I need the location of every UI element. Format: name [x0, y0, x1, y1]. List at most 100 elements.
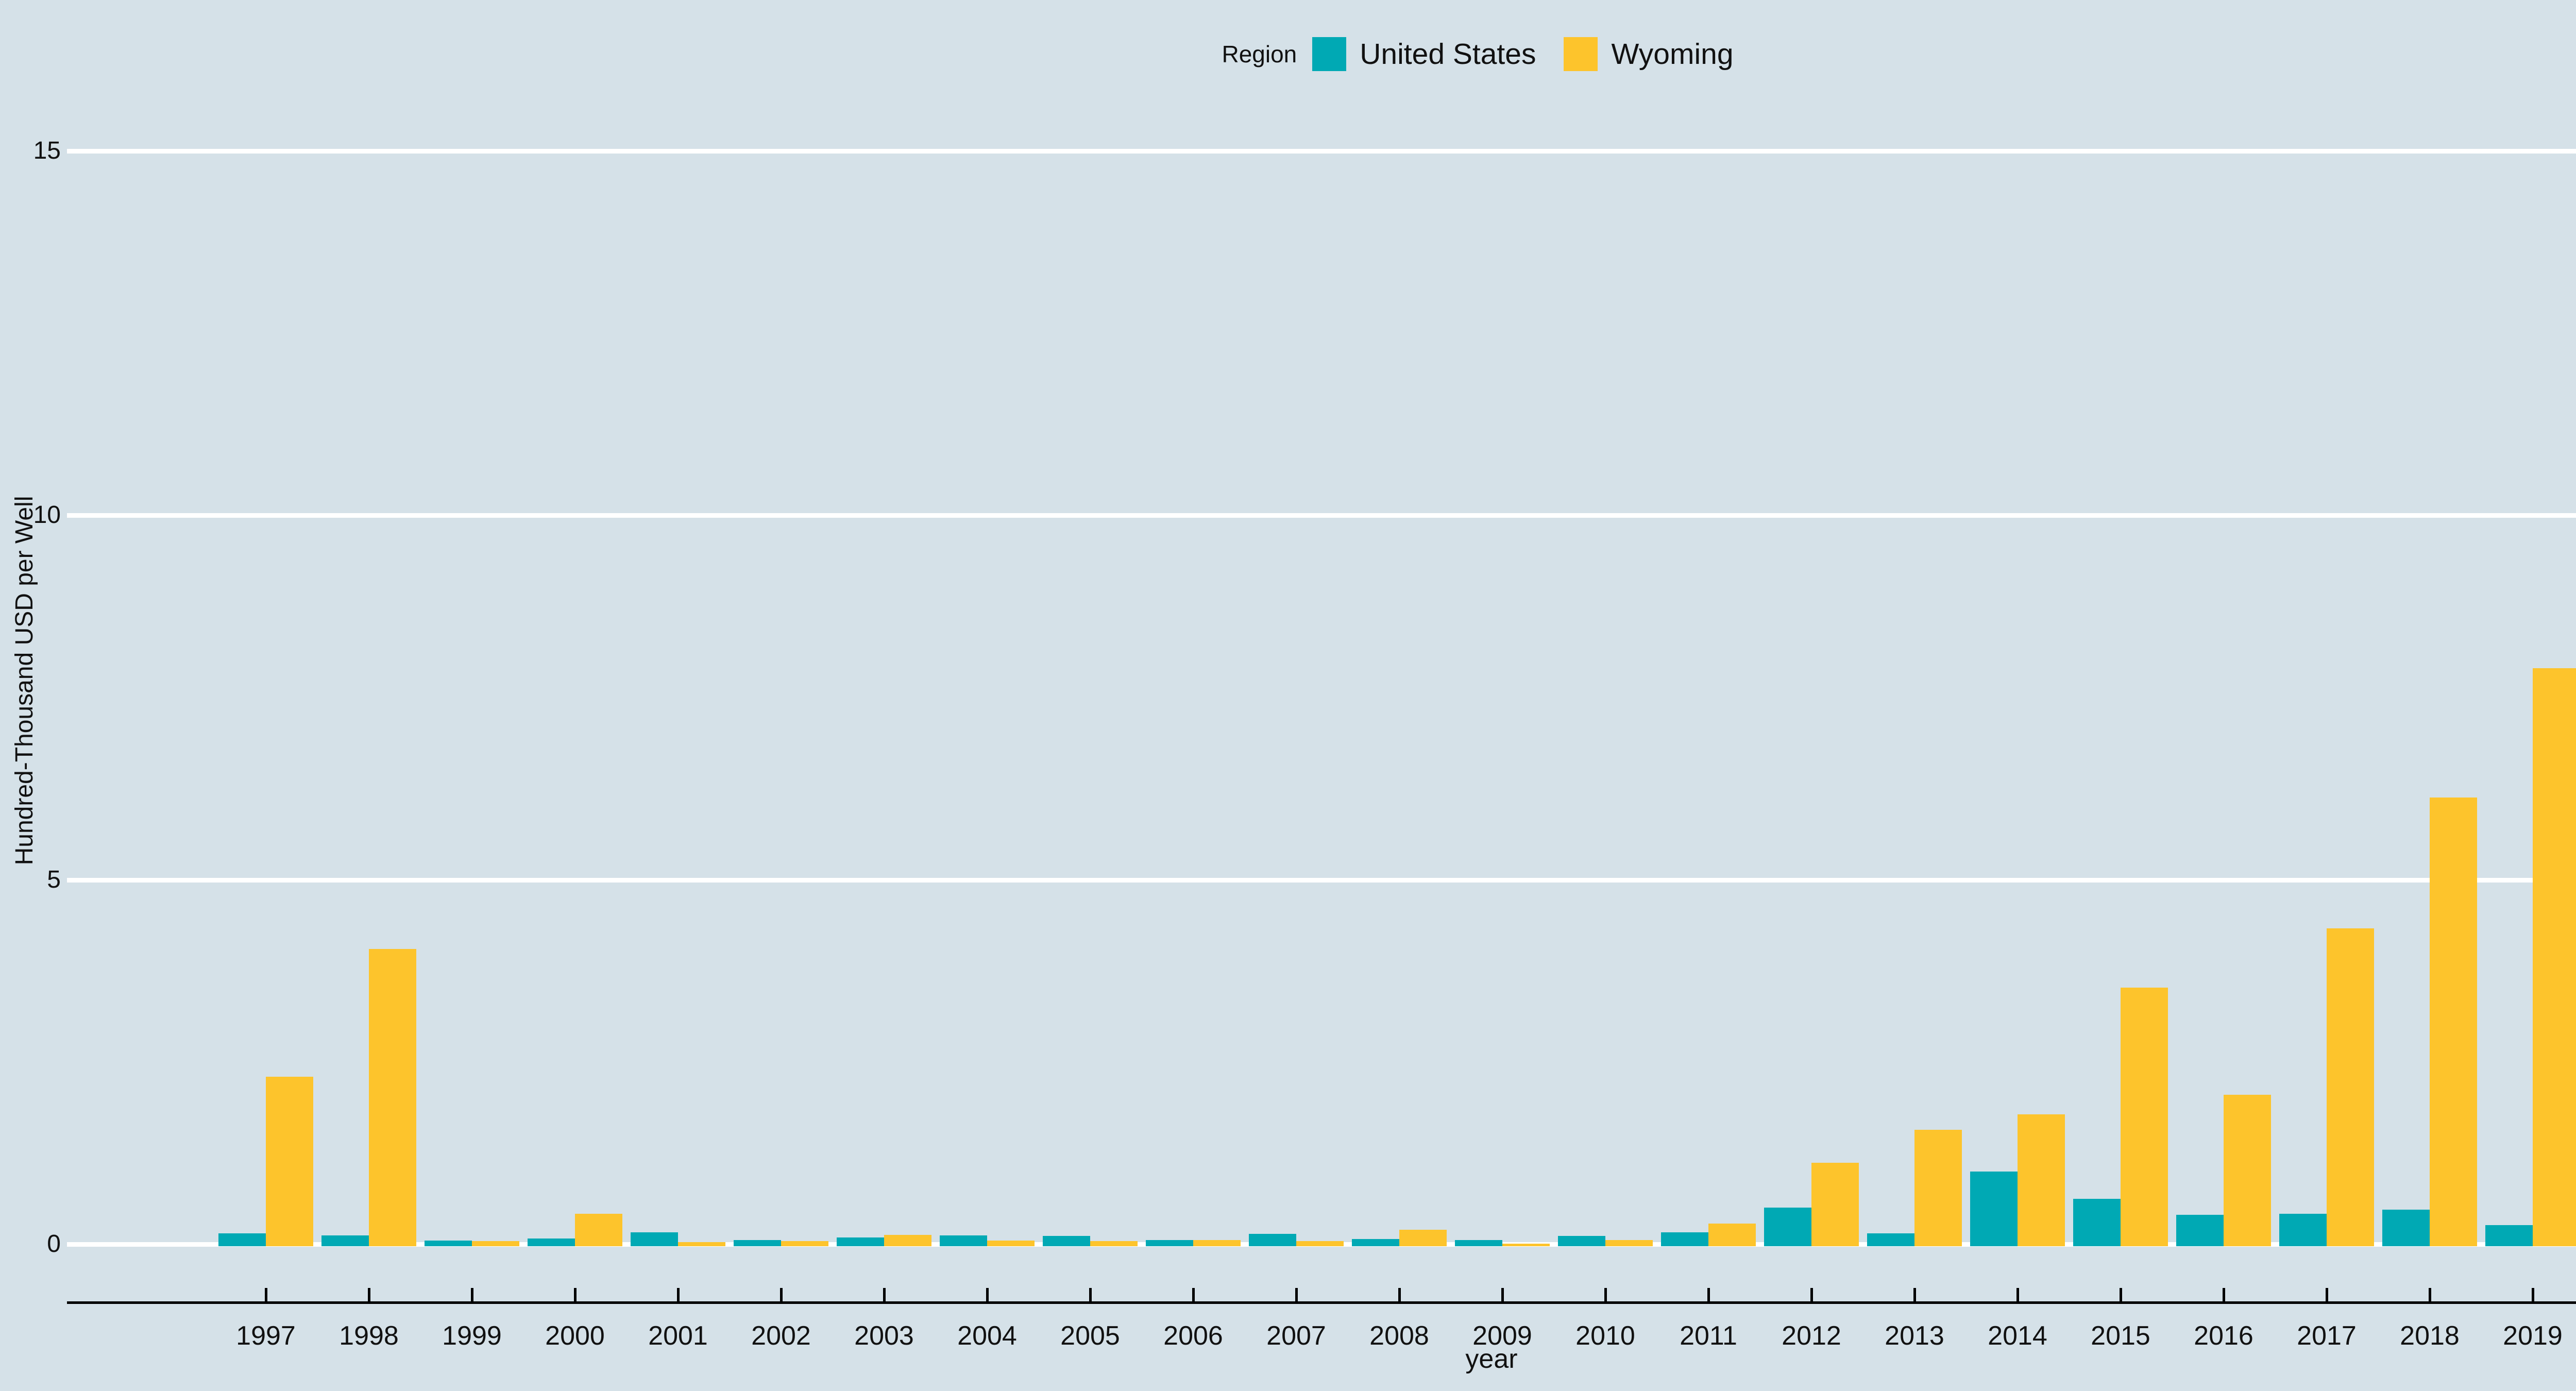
x-tick-label-2018: 2018	[2400, 1321, 2460, 1351]
bar-united-states-2000	[528, 1238, 575, 1246]
bar-wyoming-2009	[1502, 1243, 1550, 1246]
gridline-15	[67, 148, 2576, 154]
x-axis-line	[67, 1301, 2576, 1304]
bar-wyoming-1997	[266, 1076, 313, 1246]
bar-wyoming-2013	[1914, 1129, 1962, 1246]
bar-wyoming-2014	[2018, 1114, 2065, 1246]
bar-wyoming-2015	[2121, 987, 2168, 1246]
y-tick-label-5: 5	[47, 866, 61, 893]
bar-united-states-2003	[837, 1237, 884, 1246]
bar-wyoming-1999	[472, 1241, 519, 1246]
bar-united-states-2012	[1764, 1208, 1811, 1246]
x-tick-2012	[1810, 1288, 1813, 1301]
bar-united-states-2002	[734, 1240, 781, 1246]
x-tick-2019	[2532, 1288, 2534, 1301]
bar-wyoming-2002	[781, 1241, 828, 1246]
x-tick-label-1997: 1997	[236, 1321, 296, 1351]
x-axis-title: year	[1465, 1344, 1518, 1374]
x-tick-2007	[1295, 1288, 1298, 1301]
x-tick-2004	[986, 1288, 989, 1301]
x-tick-2016	[2223, 1288, 2225, 1301]
x-tick-label-2008: 2008	[1369, 1321, 1429, 1351]
x-tick-1999	[471, 1288, 473, 1301]
x-tick-label-2003: 2003	[854, 1321, 914, 1351]
united-states-swatch-icon	[1312, 37, 1347, 71]
bar-wyoming-2000	[575, 1213, 622, 1246]
x-tick-label-2019: 2019	[2503, 1321, 2563, 1351]
bar-wyoming-2006	[1193, 1240, 1241, 1246]
bar-wyoming-2003	[884, 1234, 931, 1246]
x-tick-label-2012: 2012	[1782, 1321, 1841, 1351]
x-tick-label-2016: 2016	[2194, 1321, 2253, 1351]
x-tick-label-1999: 1999	[442, 1321, 502, 1351]
y-tick-label-10: 10	[33, 501, 61, 529]
x-tick-label-2017: 2017	[2297, 1321, 2357, 1351]
gridline-10	[67, 513, 2576, 518]
x-tick-2003	[883, 1288, 886, 1301]
x-tick-label-1998: 1998	[339, 1321, 399, 1351]
bar-united-states-2017	[2279, 1213, 2327, 1246]
x-tick-label-2015: 2015	[2091, 1321, 2150, 1351]
x-tick-label-2010: 2010	[1575, 1321, 1635, 1351]
bar-united-states-2009	[1455, 1240, 1502, 1246]
bar-united-states-2006	[1146, 1240, 1193, 1246]
bar-united-states-2014	[1970, 1171, 2018, 1246]
bar-united-states-2001	[631, 1232, 678, 1246]
x-tick-2018	[2429, 1288, 2431, 1301]
y-tick-label-0: 0	[47, 1230, 61, 1258]
bar-wyoming-2018	[2430, 797, 2477, 1246]
x-tick-2014	[2016, 1288, 2019, 1301]
bar-wyoming-2005	[1090, 1241, 1138, 1246]
x-tick-label-2009: 2009	[1472, 1321, 1532, 1351]
bar-united-states-2010	[1558, 1236, 1605, 1246]
x-tick-label-2007: 2007	[1266, 1321, 1326, 1351]
legend-label-united-states: United States	[1360, 38, 1536, 71]
x-tick-2000	[574, 1288, 577, 1301]
x-tick-label-2013: 2013	[1885, 1321, 1944, 1351]
x-tick-2010	[1604, 1288, 1607, 1301]
x-tick-1998	[368, 1288, 370, 1301]
x-tick-label-2000: 2000	[545, 1321, 605, 1351]
x-tick-2001	[677, 1288, 680, 1301]
legend-title: Region	[1222, 41, 1297, 67]
x-tick-label-2011: 2011	[1680, 1321, 1737, 1351]
x-tick-2011	[1707, 1288, 1710, 1301]
bar-wyoming-2016	[2224, 1094, 2271, 1246]
bar-united-states-2004	[940, 1235, 987, 1246]
bar-united-states-2007	[1249, 1234, 1296, 1246]
y-tick-label-15: 15	[33, 137, 61, 164]
bar-wyoming-2004	[987, 1240, 1035, 1246]
legend-label-wyoming: Wyoming	[1611, 38, 1734, 71]
legend: Region United States Wyoming	[67, 30, 2576, 78]
bar-united-states-2018	[2382, 1210, 2430, 1246]
bar-wyoming-1998	[369, 948, 416, 1246]
bar-wyoming-2017	[2327, 928, 2374, 1246]
x-tick-label-2001: 2001	[648, 1321, 708, 1351]
bar-united-states-2011	[1661, 1232, 1708, 1246]
bar-wyoming-2011	[1708, 1224, 1756, 1246]
x-tick-label-2006: 2006	[1163, 1321, 1223, 1351]
bar-united-states-2019	[2485, 1225, 2533, 1246]
bar-united-states-1999	[425, 1240, 472, 1246]
bar-united-states-2013	[1867, 1233, 1914, 1246]
bar-united-states-2005	[1043, 1236, 1090, 1246]
x-tick-2013	[1913, 1288, 1916, 1301]
x-tick-2015	[2120, 1288, 2122, 1301]
bar-wyoming-2008	[1399, 1229, 1447, 1246]
bar-wyoming-2010	[1605, 1240, 1653, 1246]
x-tick-2005	[1089, 1288, 1092, 1301]
x-tick-label-2002: 2002	[751, 1321, 811, 1351]
x-tick-2002	[780, 1288, 783, 1301]
x-tick-2008	[1398, 1288, 1401, 1301]
bar-united-states-1997	[218, 1233, 266, 1246]
bar-united-states-2016	[2176, 1215, 2224, 1246]
x-tick-1997	[265, 1288, 267, 1301]
bar-wyoming-2001	[678, 1242, 725, 1246]
bar-wyoming-2007	[1296, 1241, 1344, 1246]
gridline-5	[67, 877, 2576, 883]
bar-wyoming-2012	[1811, 1162, 1859, 1246]
y-axis-title: Hundred-Thousand USD per Well	[11, 496, 38, 866]
bar-united-states-1998	[321, 1235, 369, 1246]
bar-united-states-2008	[1352, 1239, 1399, 1246]
